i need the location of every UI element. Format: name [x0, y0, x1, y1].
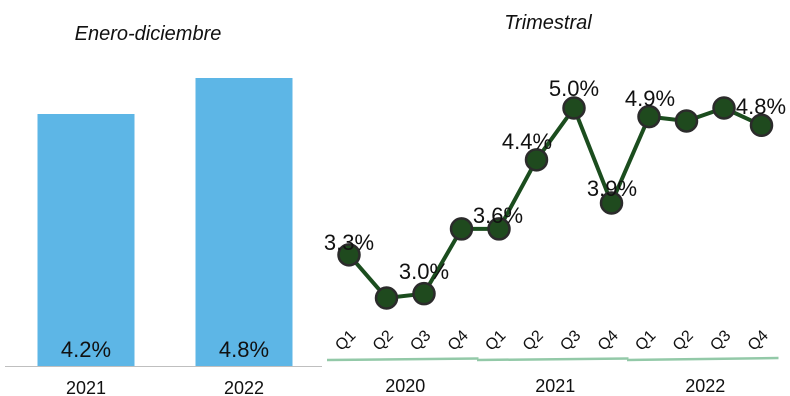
line-data-label: 4.4%	[502, 129, 552, 154]
year-group-label: 2021	[535, 376, 575, 396]
line-data-label: 4.8%	[736, 94, 786, 119]
bar-chart: 4.2% 2021 4.8% 2022	[5, 78, 322, 396]
line-point	[712, 96, 736, 120]
line-data-label: 3.6%	[473, 203, 523, 228]
line-point	[412, 281, 436, 306]
bar-data-label: 4.8%	[219, 337, 269, 362]
quarter-tick-label: Q1	[632, 327, 659, 354]
line-point	[337, 243, 361, 267]
year-group-label: 2022	[685, 376, 725, 396]
bar-data-label: 4.2%	[61, 337, 111, 362]
bar-2022	[195, 78, 293, 366]
line-point	[749, 113, 774, 138]
bar-2021	[37, 114, 135, 366]
quarter-tick-label: Q4	[745, 327, 772, 354]
line-data-label: 3.3%	[324, 230, 374, 255]
year-group-underline	[326, 357, 479, 362]
bar-category-label: 2022	[224, 378, 264, 396]
year-group-label: 2020	[385, 376, 425, 396]
line-point	[487, 217, 511, 241]
line-point	[637, 104, 661, 129]
bar-category-label: 2021	[66, 378, 106, 396]
quarter-tick-label: Q3	[707, 327, 734, 354]
line-point	[449, 217, 474, 241]
quarter-tick-label: Q2	[370, 327, 397, 354]
quarter-tick-label: Q4	[445, 327, 472, 354]
quarter-tick-label: Q2	[670, 327, 697, 354]
year-group-underline	[626, 356, 779, 362]
quarter-tick-label: Q3	[407, 327, 434, 354]
line-chart: 3.3% 3.0% 3.6% 4.4% 5.0% 3.9% 4.9% 4.8% Q1 Q2 Q3 Q4…	[324, 76, 786, 396]
year-group-underline	[476, 357, 629, 362]
line-data-label: 3.0%	[399, 259, 449, 284]
quarter-tick-label: Q2	[520, 327, 547, 354]
line-point	[524, 148, 549, 172]
line-data-label: 5.0%	[549, 76, 599, 101]
quarter-tick-label: Q3	[557, 327, 584, 354]
line-chart-title: Trimestral	[504, 12, 592, 34]
quarter-tick-label: Q1	[332, 327, 359, 354]
line-point	[374, 286, 399, 310]
line-point	[674, 109, 699, 133]
bar-chart-title: Enero-diciembre	[75, 23, 222, 45]
line-data-label: 4.9%	[625, 86, 675, 111]
quarter-tick-label: Q4	[595, 327, 622, 354]
quarter-tick-label: Q1	[482, 327, 509, 354]
line-point	[599, 191, 624, 215]
line-data-label: 3.9%	[587, 176, 637, 201]
line-point	[562, 96, 586, 120]
